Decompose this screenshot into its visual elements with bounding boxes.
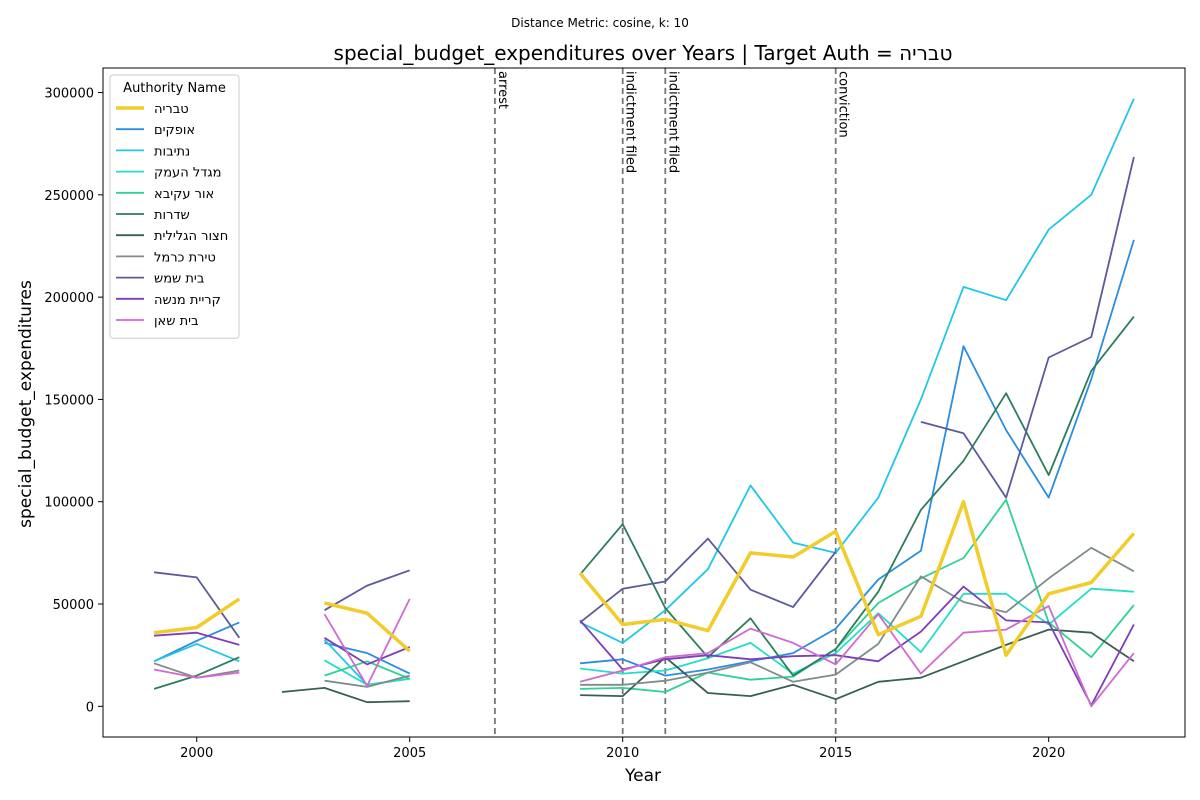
y-axis-label: special_budget_expenditures — [16, 280, 36, 528]
legend-entry: טירת כרמל — [154, 250, 216, 265]
chart-suptitle: Distance Metric: cosine, k: 10 — [511, 16, 689, 30]
legend-entry: בית שמש — [154, 272, 204, 287]
series-line — [153, 316, 1135, 690]
annotation-label: indictment filed — [665, 71, 680, 173]
legend-entry: טבריה — [154, 102, 189, 117]
series-line — [153, 546, 1135, 688]
x-tick-label: 2015 — [819, 746, 852, 761]
y-tick-label: 200000 — [44, 291, 94, 306]
series-line — [153, 156, 1135, 639]
y-tick-label: 250000 — [44, 189, 94, 204]
plot-area: arrest indictment filed indictment filed co… — [44, 67, 1186, 761]
legend-entry: שדרות — [154, 208, 190, 223]
legend-box — [109, 74, 240, 339]
y-tick-label: 50000 — [53, 598, 94, 613]
x-tick-label: 2005 — [393, 746, 426, 761]
y-tick-label: 0 — [86, 700, 94, 715]
legend-entry: חצור הגלילית — [154, 229, 228, 244]
annotation-label: indictment filed — [623, 71, 638, 173]
legend-entry: אופקים — [154, 123, 195, 138]
annotation-label: conviction — [836, 71, 851, 138]
x-tick-label: 2000 — [180, 746, 213, 761]
legend-entry: אור עקיבא — [154, 187, 214, 202]
series-line — [153, 598, 1135, 708]
series-line — [153, 499, 1136, 657]
legend: Authority Name טבריה אופקים נתיבות מגדל העמק… — [109, 74, 240, 339]
legend-entry: נתיבות — [154, 144, 190, 159]
chart-title: special_budget_expenditures over Years |… — [334, 41, 953, 65]
series-line — [153, 239, 1135, 677]
x-tick-label: 2020 — [1032, 746, 1065, 761]
legend-entry: קריית מנשה — [154, 293, 221, 308]
legend-entry: בית שאן — [154, 314, 199, 329]
y-tick-label: 300000 — [44, 87, 94, 102]
legend-entry: מגדל העמק — [154, 166, 222, 181]
annotation-label: arrest — [495, 71, 510, 109]
x-axis-label: Year — [624, 766, 661, 786]
plot-frame — [102, 67, 1186, 738]
series-line — [281, 628, 1135, 704]
x-tick-label: 2010 — [606, 746, 639, 761]
y-tick-label: 100000 — [44, 496, 94, 511]
series-line — [154, 585, 1135, 707]
legend-title: Authority Name — [123, 81, 226, 96]
y-tick-label: 150000 — [44, 393, 94, 408]
